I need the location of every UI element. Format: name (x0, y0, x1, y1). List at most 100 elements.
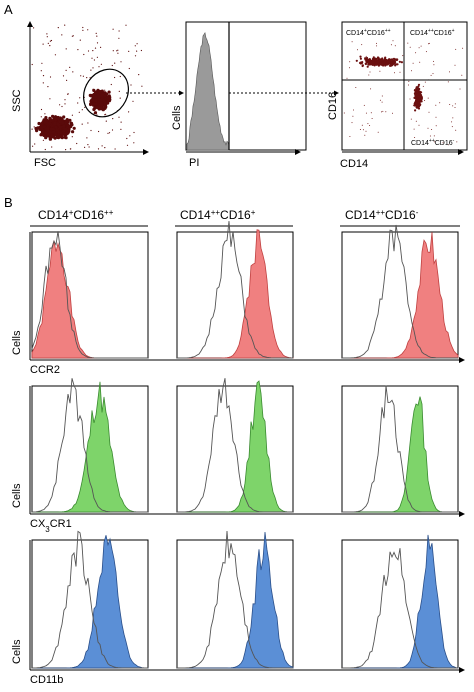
scatter-point (47, 121, 51, 125)
scatter-point (72, 71, 74, 73)
scatter-point (346, 77, 348, 79)
scatter-point (82, 29, 84, 31)
scatter-point (80, 75, 82, 77)
scatter-point (365, 55, 367, 57)
scatter-point (129, 135, 131, 137)
scatter-point (126, 137, 128, 140)
scatter-point (84, 106, 86, 108)
scatter-point (413, 128, 415, 130)
scatter-point (81, 109, 83, 111)
scatter-point (429, 135, 431, 137)
isotype-control-line (342, 548, 458, 669)
scatter-point (373, 63, 376, 66)
scatter-point (112, 28, 114, 30)
scatter-point (370, 62, 373, 65)
histogram-2-1 (31, 378, 149, 513)
scatter-cd14-cd16: CD14+CD16++ CD14++CD16+ CD14++CD16- CD14… (327, 21, 468, 170)
scatter-point (420, 45, 422, 47)
scatter-point (64, 103, 66, 105)
scatter-point (96, 35, 98, 37)
scatter-point (87, 50, 90, 52)
scatter-point (64, 24, 66, 26)
scatter-point (104, 89, 106, 91)
scatter-point (68, 118, 72, 122)
scatter-point (130, 84, 132, 86)
scatter-point (59, 131, 63, 135)
scatter-point (360, 61, 363, 64)
scatter-point (364, 57, 367, 60)
scatter-point (413, 96, 416, 99)
scatter-point (381, 111, 382, 113)
scatter-point (383, 58, 386, 61)
scatter-point (44, 116, 48, 120)
scatter-point (427, 127, 429, 129)
scatter-point (90, 69, 92, 71)
scatter-point (394, 58, 397, 61)
scatter-point (415, 102, 418, 105)
scatter-point (89, 102, 93, 106)
scatter-point (101, 108, 105, 112)
x-axis-label: FSC (34, 157, 56, 169)
scatter-point (455, 129, 457, 131)
scatter-point (111, 129, 114, 131)
scatter-point (369, 71, 371, 73)
scatter-point (105, 113, 107, 115)
scatter-point (140, 49, 142, 52)
scatter-point (105, 92, 109, 96)
scatter-point (94, 90, 98, 94)
scatter-point (118, 90, 120, 92)
isotype-control-line (177, 378, 293, 513)
scatter-point (399, 71, 401, 73)
scatter-point (62, 75, 65, 77)
scatter-point (77, 49, 79, 51)
scatter-point (415, 120, 417, 122)
scatter-point (363, 104, 365, 106)
scatter-point (396, 63, 399, 66)
scatter-point (71, 35, 73, 37)
scatter-point (42, 139, 45, 141)
scatter-point (414, 109, 417, 112)
scatter-point (379, 99, 381, 101)
scatter-point (83, 53, 85, 56)
scatter-point (33, 27, 35, 29)
scatter-point (58, 135, 62, 139)
scatter-point (388, 62, 391, 65)
histogram-3-1 (31, 530, 149, 669)
scatter-point (54, 133, 58, 137)
scatter-point (371, 118, 373, 119)
scatter-point (101, 98, 106, 103)
scatter-point (116, 50, 118, 52)
scatter-point (40, 70, 42, 72)
scatter-point (428, 111, 430, 113)
scatter-point (381, 101, 383, 103)
pi-distribution (186, 31, 230, 151)
scatter-point (49, 40, 52, 42)
scatter-point (69, 148, 71, 150)
scatter-point (43, 120, 47, 124)
scatter-point (41, 62, 43, 64)
isotype-control-line (342, 385, 458, 513)
scatter-point (435, 104, 437, 106)
scatter-point (349, 136, 351, 137)
scatter-point (72, 126, 76, 130)
stained-distribution (177, 531, 294, 669)
scatter-point (430, 74, 432, 76)
scatter-point (99, 101, 103, 105)
scatter-point (433, 64, 435, 66)
scatter-point (49, 98, 51, 100)
scatter-point (452, 117, 454, 119)
scatter-point (114, 62, 116, 64)
scatter-point (355, 59, 358, 62)
scatter-point (420, 96, 423, 99)
scatter-point (369, 125, 371, 126)
scatter-point (402, 55, 404, 57)
scatter-point (384, 60, 387, 64)
scatter-point (88, 146, 90, 148)
scatter-point (51, 130, 56, 134)
scatter-point (104, 147, 106, 149)
column-header-2: CD14++CD16+ (180, 208, 256, 223)
scatter-point (40, 108, 43, 111)
scatter-point (407, 42, 409, 44)
scatter-point (454, 107, 456, 108)
marker-label-cx3cr1: CX3CR1 (30, 518, 72, 534)
